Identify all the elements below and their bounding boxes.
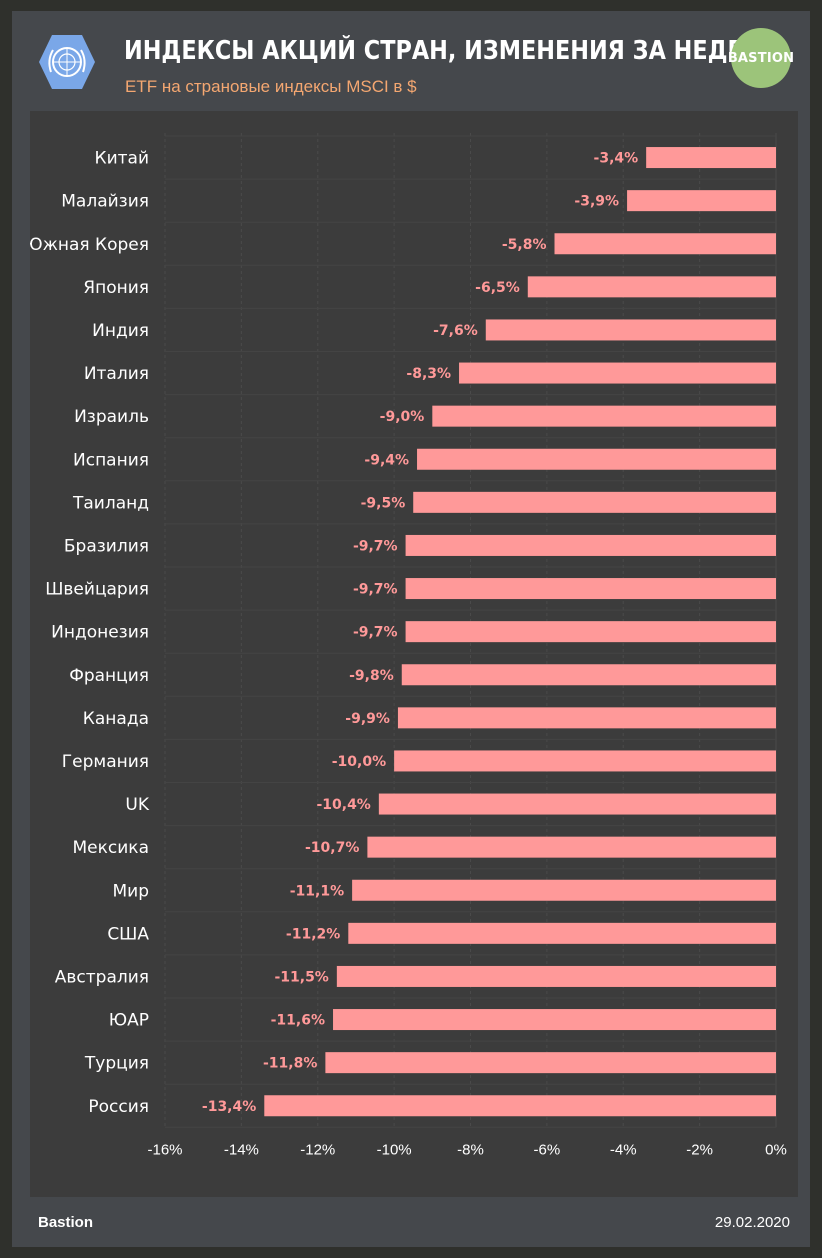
bar <box>401 664 776 686</box>
bar <box>527 276 776 298</box>
bar <box>394 750 776 772</box>
category-label: Россия <box>88 1097 149 1117</box>
data-label: -3,9% <box>574 194 619 210</box>
bar <box>397 707 776 729</box>
data-label: -6,5% <box>475 280 520 296</box>
category-label: UK <box>125 795 149 815</box>
category-label: Бразилия <box>64 536 149 556</box>
data-label: -13,4% <box>202 1099 256 1115</box>
data-label: -3,4% <box>594 151 639 167</box>
chart-panel: Китай -3,4% Малайзия -3,9% Южная Корея -5,8% Я… <box>30 111 798 1197</box>
category-label: Австралия <box>55 967 149 987</box>
category-label: Мексика <box>73 838 149 858</box>
category-label: Испания <box>73 450 149 470</box>
bar <box>378 793 776 815</box>
bar <box>485 319 776 341</box>
category-label: Франция <box>69 666 149 686</box>
category-label: Малайзия <box>61 192 149 212</box>
footer-date: 29.02.2020 <box>714 1214 790 1231</box>
x-tick-label: -8% <box>457 1141 484 1158</box>
data-label: -9,8% <box>349 668 394 684</box>
bar <box>413 491 776 513</box>
category-label: Индия <box>92 321 149 341</box>
logo-text: BASTION <box>727 50 795 66</box>
bar <box>264 1095 776 1117</box>
x-tick-label: -6% <box>534 1141 561 1158</box>
bar-chart: Китай -3,4% Малайзия -3,9% Южная Корея -5,8% Я… <box>30 133 787 1158</box>
page-subtitle: ETF на страновые индексы MSCI в $ <box>125 77 417 96</box>
bar <box>367 836 776 858</box>
data-label: -9,5% <box>361 495 406 511</box>
data-label: -9,7% <box>353 538 398 554</box>
data-label: -11,2% <box>286 926 340 942</box>
data-label: -11,5% <box>274 969 328 985</box>
bar <box>405 621 776 643</box>
bar <box>646 147 776 169</box>
data-label: -11,1% <box>290 883 344 899</box>
footer-brand: Bastion <box>38 1214 94 1231</box>
category-label: Таиланд <box>72 493 149 513</box>
data-label: -10,7% <box>305 840 359 856</box>
page-title: ИНДЕКСЫ АКЦИЙ СТРАН, ИЗМЕНЕНИЯ ЗА НЕДЕЛЮ <box>124 36 788 66</box>
bar <box>336 965 776 987</box>
bar <box>405 534 776 556</box>
data-label: -11,8% <box>263 1056 317 1072</box>
data-label: -11,6% <box>271 1013 325 1029</box>
data-label: -10,4% <box>316 797 370 813</box>
x-tick-label: -2% <box>686 1141 713 1158</box>
bar <box>459 362 776 384</box>
x-tick-label: 0% <box>765 1141 787 1158</box>
bar <box>417 448 776 470</box>
x-tick-label: -14% <box>224 1141 259 1158</box>
bar <box>554 233 776 255</box>
bar <box>432 405 776 427</box>
category-label: Китай <box>95 149 150 169</box>
category-label: Индонезия <box>51 623 149 643</box>
category-label: Израиль <box>74 407 149 427</box>
category-label: Италия <box>84 364 149 384</box>
category-label: Турция <box>84 1054 149 1074</box>
data-label: -9,0% <box>380 409 425 425</box>
bar <box>348 922 776 944</box>
x-tick-label: -4% <box>610 1141 637 1158</box>
category-label: Германия <box>62 752 149 772</box>
data-label: -8,3% <box>406 366 451 382</box>
data-label: -9,9% <box>345 711 390 727</box>
category-label: Канада <box>83 709 149 729</box>
bar <box>627 190 776 212</box>
bar <box>333 1009 776 1031</box>
category-label: Швейцария <box>45 580 149 600</box>
data-label: -9,7% <box>353 582 398 598</box>
category-label: ЮАР <box>109 1011 149 1031</box>
category-label: США <box>107 924 149 944</box>
x-tick-label: -12% <box>300 1141 335 1158</box>
category-label: Япония <box>83 278 149 298</box>
data-label: -5,8% <box>502 237 547 253</box>
category-label: Южная Корея <box>30 235 149 255</box>
data-label: -10,0% <box>332 754 386 770</box>
bar <box>352 879 776 901</box>
un-emblem-icon <box>39 35 95 89</box>
bar <box>325 1052 776 1074</box>
x-tick-label: -10% <box>377 1141 412 1158</box>
data-label: -9,4% <box>364 452 409 468</box>
x-tick-label: -16% <box>147 1141 182 1158</box>
bastion-logo: BASTION <box>727 28 795 88</box>
data-label: -9,7% <box>353 625 398 641</box>
category-label: Мир <box>112 881 149 901</box>
bar <box>405 578 776 600</box>
data-label: -7,6% <box>433 323 478 339</box>
